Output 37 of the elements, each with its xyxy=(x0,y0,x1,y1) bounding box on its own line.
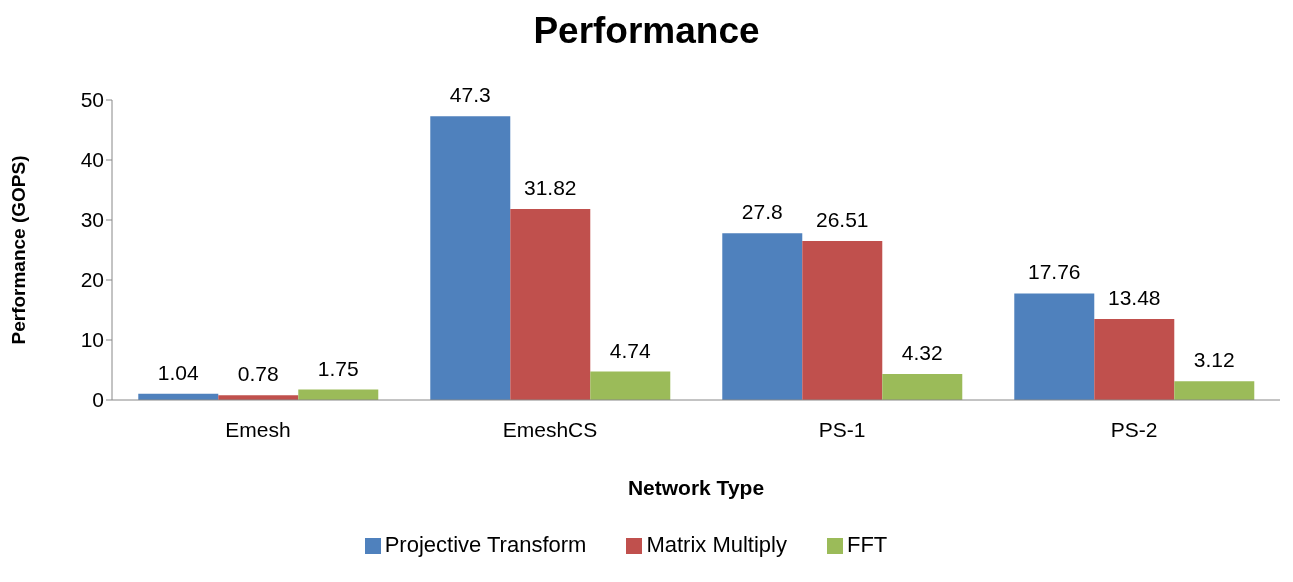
y-tick-label: 10 xyxy=(80,328,104,352)
x-tick-label: PS-1 xyxy=(818,417,866,441)
y-tick-label: 30 xyxy=(80,208,104,232)
y-axis-title: Performance (GOPS) xyxy=(7,155,29,345)
bar xyxy=(722,233,803,400)
data-label: 13.48 xyxy=(1108,286,1161,310)
legend-label: FFT xyxy=(846,532,888,557)
x-tick-label: Emesh xyxy=(225,417,291,441)
x-axis-title: Network Type xyxy=(627,476,765,499)
data-label: 26.51 xyxy=(816,207,869,231)
data-label: 0.78 xyxy=(237,362,279,386)
bar xyxy=(510,209,591,400)
data-label: 27.8 xyxy=(741,200,783,224)
data-label: 3.12 xyxy=(1193,348,1235,372)
legend-label: Matrix Multiply xyxy=(646,532,787,557)
bar xyxy=(1174,381,1255,400)
data-label: 1.04 xyxy=(157,360,200,384)
bar xyxy=(1014,293,1095,400)
data-label: 17.76 xyxy=(1028,260,1081,284)
y-tick-label: 20 xyxy=(80,268,104,292)
chart-title: Performance xyxy=(532,10,761,52)
bar xyxy=(430,116,511,400)
x-tick-label: EmeshCS xyxy=(502,417,598,441)
y-tick-label: 40 xyxy=(80,148,104,172)
y-tick-label: 0 xyxy=(92,388,104,412)
data-label: 31.82 xyxy=(524,176,577,200)
data-label: 4.32 xyxy=(901,341,943,365)
y-tick-label: 50 xyxy=(80,88,104,112)
legend-label: Projective Transform xyxy=(384,532,587,557)
data-label: 4.74 xyxy=(609,338,652,362)
bar xyxy=(882,374,963,400)
data-label: 47.3 xyxy=(449,83,491,107)
data-label: 1.75 xyxy=(317,356,359,380)
bar xyxy=(1094,319,1175,400)
bar xyxy=(802,240,883,400)
x-tick-label: PS-2 xyxy=(1110,417,1158,441)
bar xyxy=(590,371,671,400)
